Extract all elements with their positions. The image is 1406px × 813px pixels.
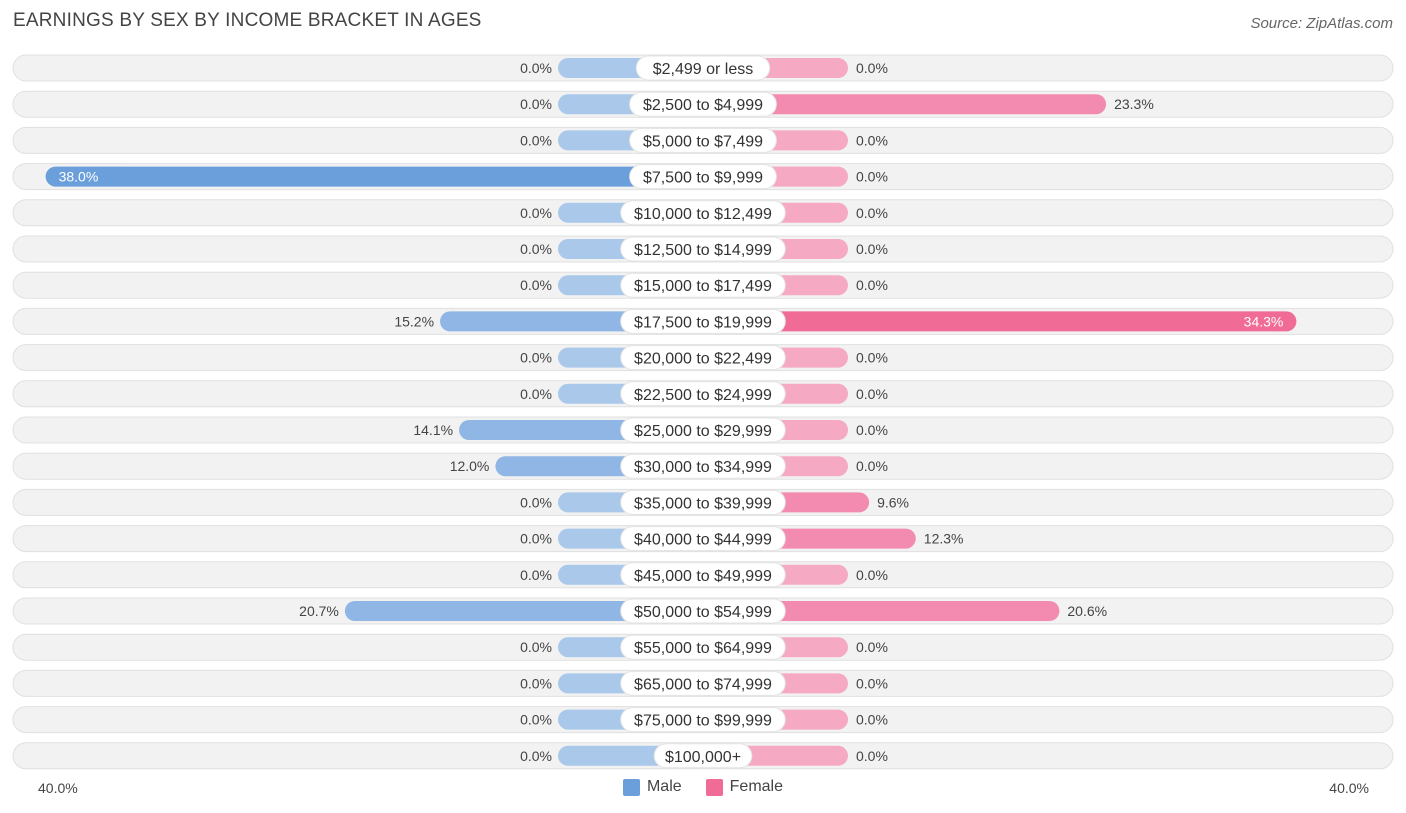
data-label-female: 0.0% [856, 386, 888, 402]
category-pill [620, 453, 786, 479]
category-pill [629, 127, 777, 153]
data-label-female: 0.0% [856, 748, 888, 764]
legend-item-female[interactable]: Female [705, 778, 784, 796]
data-label-female: 0.0% [856, 277, 888, 293]
category-label: $45,000 to $49,999 [634, 568, 772, 585]
category-label: $20,000 to $22,499 [634, 351, 772, 368]
data-label-male: 0.0% [520, 96, 552, 112]
category-pill [620, 236, 786, 262]
data-label-male: 0.0% [520, 350, 552, 366]
category-label: $12,500 to $14,999 [634, 242, 772, 259]
data-label-male: 0.0% [520, 277, 552, 293]
category-pill [620, 345, 786, 371]
category-pill [620, 381, 786, 407]
legend-swatch-female [705, 778, 723, 796]
data-label-female: 0.0% [856, 422, 888, 438]
legend-label-male: Male [646, 778, 682, 795]
category-pill [629, 164, 777, 190]
category-pill [629, 91, 777, 117]
category-label: $17,500 to $19,999 [634, 314, 772, 331]
data-label-male: 0.0% [520, 639, 552, 655]
data-label-male: 0.0% [520, 60, 552, 76]
data-label-male: 0.0% [520, 205, 552, 221]
data-label-female: 0.0% [856, 60, 888, 76]
category-pill [620, 489, 786, 515]
category-label: $55,000 to $64,999 [634, 640, 772, 657]
category-label: $40,000 to $44,999 [634, 532, 772, 549]
data-label-female: 0.0% [856, 132, 888, 148]
data-label-female: 0.0% [856, 205, 888, 221]
data-label-male: 0.0% [520, 712, 552, 728]
legend-label-female: Female [729, 778, 784, 795]
bar-male [45, 166, 704, 187]
data-label-female: 23.3% [1114, 96, 1154, 112]
bar-female [703, 94, 1107, 115]
category-pill [620, 707, 786, 733]
data-label-male: 20.7% [299, 603, 339, 619]
category-pill [620, 417, 786, 443]
data-label-male: 0.0% [520, 531, 552, 547]
category-pill [620, 200, 786, 226]
category-pill [620, 670, 786, 696]
data-label-male: 0.0% [520, 132, 552, 148]
category-label: $5,000 to $7,499 [643, 133, 763, 150]
data-label-female: 0.0% [856, 639, 888, 655]
data-label-male: 0.0% [520, 386, 552, 402]
category-pill [620, 634, 786, 660]
category-label: $65,000 to $74,999 [634, 676, 772, 693]
data-label-male: 38.0% [59, 169, 99, 185]
category-label: $22,500 to $24,999 [634, 387, 772, 404]
category-label: $30,000 to $34,999 [634, 459, 772, 476]
category-label: $35,000 to $39,999 [634, 495, 772, 512]
data-label-female: 0.0% [856, 458, 888, 474]
legend-item-male[interactable]: Male [622, 778, 682, 796]
axis-right-label: 40.0% [1329, 780, 1369, 796]
data-label-female: 0.0% [856, 241, 888, 257]
data-label-female: 0.0% [856, 712, 888, 728]
category-pill [620, 562, 786, 588]
data-label-male: 0.0% [520, 675, 552, 691]
category-label: $75,000 to $99,999 [634, 713, 772, 730]
data-label-male: 0.0% [520, 567, 552, 583]
data-label-female: 20.6% [1067, 603, 1107, 619]
data-label-male: 14.1% [413, 422, 453, 438]
legend: Male Female [0, 778, 1406, 796]
category-label: $100,000+ [665, 749, 741, 766]
data-label-female: 0.0% [856, 350, 888, 366]
data-label-male: 15.2% [394, 313, 434, 329]
data-label-female: 12.3% [924, 531, 964, 547]
category-pill [620, 308, 786, 334]
category-label: $2,500 to $4,999 [643, 97, 763, 114]
data-label-female: 9.6% [877, 494, 909, 510]
category-label: $7,500 to $9,999 [643, 170, 763, 187]
category-label: $25,000 to $29,999 [634, 423, 772, 440]
data-label-female: 0.0% [856, 567, 888, 583]
source-credit: Source: ZipAtlas.com [1250, 15, 1393, 32]
category-label: $2,499 or less [653, 61, 754, 78]
category-pill [620, 526, 786, 552]
legend-swatch-male [622, 778, 640, 796]
data-label-female: 0.0% [856, 169, 888, 185]
bar-female [703, 311, 1297, 332]
category-label: $15,000 to $17,499 [634, 278, 772, 295]
data-label-male: 0.0% [520, 494, 552, 510]
axis-left-label: 40.0% [38, 780, 78, 796]
data-label-male: 12.0% [450, 458, 490, 474]
category-label: $50,000 to $54,999 [634, 604, 772, 621]
data-label-male: 0.0% [520, 241, 552, 257]
data-label-female: 34.3% [1244, 313, 1284, 329]
data-label-female: 0.0% [856, 675, 888, 691]
category-pill [620, 598, 786, 624]
category-label: $10,000 to $12,499 [634, 206, 772, 223]
bar-male [344, 601, 703, 621]
category-pill [635, 55, 771, 81]
data-label-male: 0.0% [520, 748, 552, 764]
bar-female [703, 601, 1060, 621]
category-pill [620, 272, 786, 298]
chart-title: EARNINGS BY SEX BY INCOME BRACKET IN AGE… [13, 10, 482, 31]
category-pill [653, 743, 753, 769]
